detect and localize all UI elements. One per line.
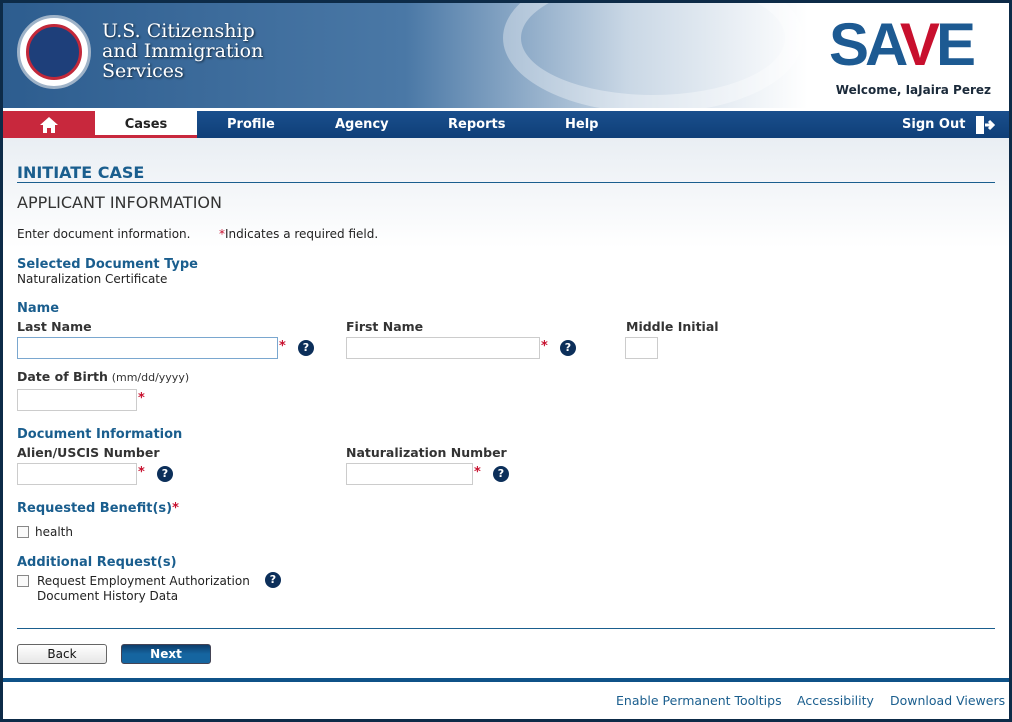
naturalization-number-label: Naturalization Number <box>346 445 507 460</box>
naturalization-number-input[interactable] <box>346 463 473 485</box>
agency-line: Services <box>102 60 184 82</box>
required-mark: * <box>219 227 225 241</box>
help-icon[interactable]: ? <box>265 572 281 588</box>
help-icon[interactable]: ? <box>493 466 509 482</box>
instructions: Enter document information. <box>17 227 191 241</box>
dhs-seal-logo <box>17 15 91 89</box>
download-viewers-link[interactable]: Download Viewers <box>890 693 1006 708</box>
nav-home[interactable] <box>3 111 95 138</box>
content-area <box>3 138 1009 678</box>
page-title: INITIATE CASE <box>17 163 145 182</box>
nav-profile[interactable]: Profile <box>227 117 275 132</box>
section-title: APPLICANT INFORMATION <box>17 193 222 212</box>
help-icon[interactable]: ? <box>560 340 576 356</box>
document-info-heading: Document Information <box>17 427 183 442</box>
save-logo: SAVE <box>829 11 976 78</box>
app-window: U.S. Citizenship and Immigration Service… <box>3 3 1009 719</box>
last-name-label: Last Name <box>17 319 92 334</box>
requested-benefits-heading: Requested Benefit(s)* <box>17 501 179 516</box>
next-button[interactable]: Next <box>121 644 211 664</box>
nav-agency[interactable]: Agency <box>335 117 389 132</box>
required-note-text: Indicates a required field. <box>225 227 379 241</box>
health-label: health <box>35 525 73 539</box>
welcome-text: Welcome, IaJaira Perez <box>835 83 991 97</box>
agency-name: U.S. Citizenship and Immigration Service… <box>102 21 263 81</box>
nav-help[interactable]: Help <box>565 117 599 132</box>
nav-reports[interactable]: Reports <box>448 117 506 132</box>
additional-requests-heading: Additional Request(s) <box>17 555 177 570</box>
agency-line: U.S. Citizenship <box>102 20 255 42</box>
employment-authorization-label: Request Employment Authorization Documen… <box>37 574 250 604</box>
employment-authorization-checkbox[interactable] <box>17 575 29 587</box>
back-button[interactable]: Back <box>17 644 107 664</box>
exit-icon[interactable] <box>975 115 996 142</box>
dob-format: (mm/dd/yyyy) <box>111 371 190 384</box>
dob-label-text: Date of Birth <box>17 369 108 384</box>
required-asterisk: * <box>138 465 145 480</box>
required-asterisk: * <box>279 339 286 354</box>
help-icon[interactable]: ? <box>298 340 314 356</box>
enable-tooltips-link[interactable]: Enable Permanent Tooltips <box>616 693 782 708</box>
name-heading: Name <box>17 301 60 316</box>
label-line: Document History Data <box>37 589 179 603</box>
required-asterisk: * <box>474 465 481 480</box>
dob-label: Date of Birth (mm/dd/yyyy) <box>17 369 189 384</box>
title-divider <box>17 182 995 183</box>
header-banner: U.S. Citizenship and Immigration Service… <box>3 3 1009 113</box>
first-name-input[interactable] <box>346 337 540 359</box>
form-divider <box>17 628 995 629</box>
alien-number-input[interactable] <box>17 463 137 485</box>
middle-initial-label: Middle Initial <box>626 319 719 334</box>
alien-number-label: Alien/USCIS Number <box>17 445 160 460</box>
footer-bar <box>3 678 1009 682</box>
required-asterisk: * <box>172 501 179 516</box>
health-checkbox[interactable] <box>17 526 29 538</box>
last-name-input[interactable] <box>17 337 278 359</box>
middle-initial-input[interactable] <box>625 337 658 359</box>
nav-cases[interactable]: Cases <box>95 111 197 138</box>
dhs-watermark-seal <box>503 3 803 113</box>
dob-input[interactable] <box>17 389 137 411</box>
home-icon <box>40 116 58 133</box>
first-name-label: First Name <box>346 319 424 334</box>
document-type-heading: Selected Document Type <box>17 257 198 272</box>
benefits-heading-text: Requested Benefit(s) <box>17 501 173 516</box>
main-nav: Cases Profile Agency Reports Help Sign O… <box>3 109 1009 138</box>
accessibility-link[interactable]: Accessibility <box>797 693 874 708</box>
required-asterisk: * <box>541 339 548 354</box>
required-note: *Indicates a required field. <box>219 227 378 241</box>
agency-line: and Immigration <box>102 40 264 62</box>
document-type-value: Naturalization Certificate <box>17 272 168 286</box>
label-line: Request Employment Authorization <box>37 574 250 588</box>
required-asterisk: * <box>138 391 145 406</box>
help-icon[interactable]: ? <box>157 466 173 482</box>
sign-out-link[interactable]: Sign Out <box>902 117 966 132</box>
